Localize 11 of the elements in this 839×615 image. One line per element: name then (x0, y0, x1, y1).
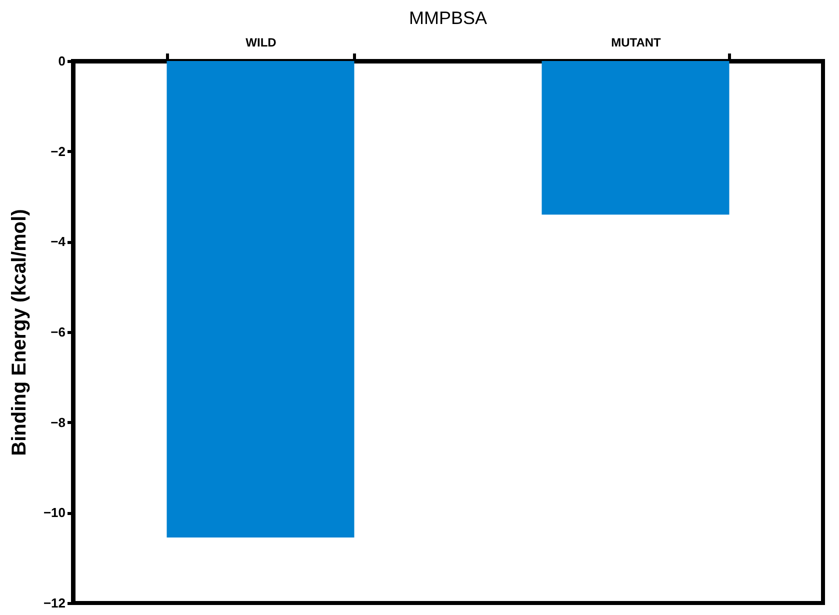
y-axis-title: Binding Energy (kcal/mol) (8, 209, 30, 456)
y-tick-label: −6 (50, 324, 66, 340)
y-tick-label: −12 (43, 596, 66, 610)
y-tick-label: −2 (50, 144, 66, 159)
x-tick-label: MUTANT (611, 36, 662, 50)
y-tick-label: −8 (50, 414, 66, 430)
y-tick-label: −10 (43, 505, 66, 520)
y-tick-label: −4 (50, 234, 66, 250)
x-tick-label: WILD (246, 36, 277, 50)
chart-title: MMPBSA (408, 8, 488, 28)
y-tick-label: 0 (58, 54, 66, 68)
